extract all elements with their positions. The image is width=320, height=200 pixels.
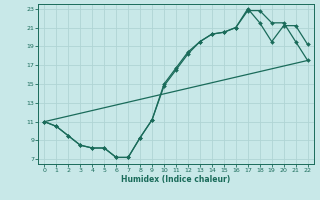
X-axis label: Humidex (Indice chaleur): Humidex (Indice chaleur) [121,175,231,184]
